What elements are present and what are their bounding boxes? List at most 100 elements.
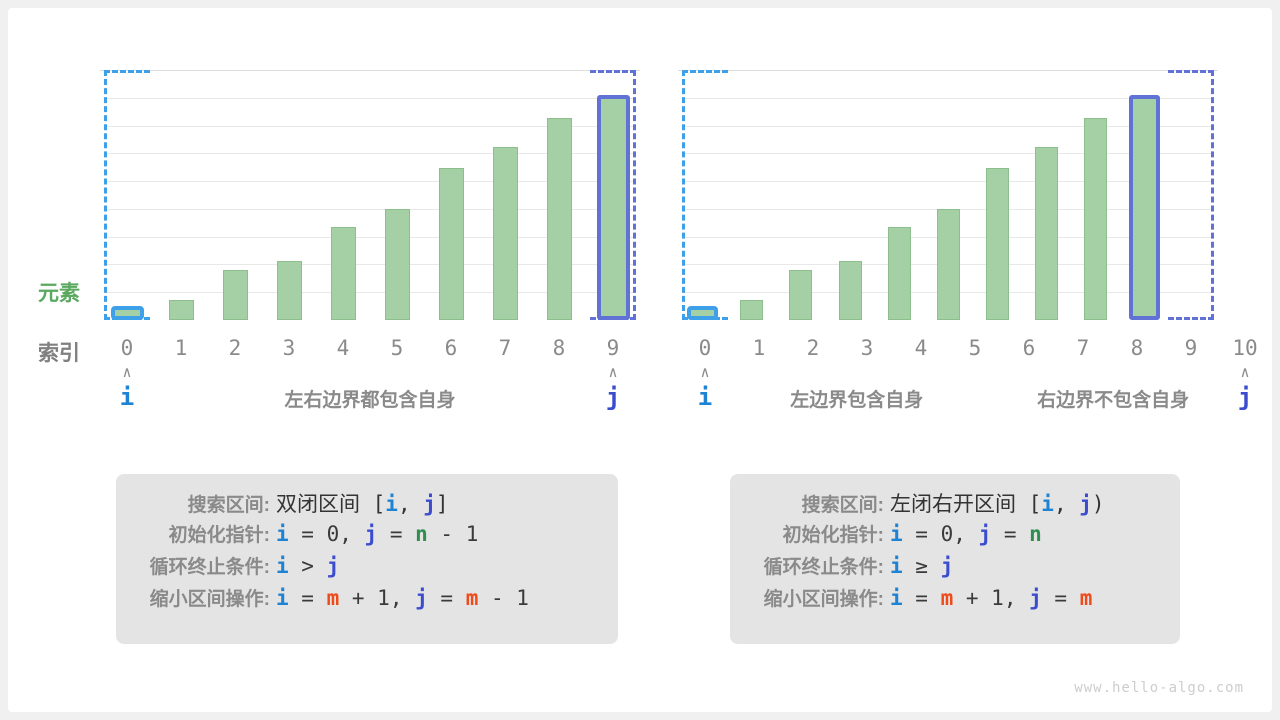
bar-pointer-j: [1129, 95, 1160, 320]
pointer-j-label: j: [605, 383, 621, 411]
bar: [839, 261, 862, 320]
index-label: 5: [968, 336, 982, 360]
info-value: i = m + 1, j = m - 1: [276, 586, 529, 610]
index-label: 7: [1076, 336, 1090, 360]
info-key: 缩小区间操作:: [763, 589, 884, 610]
code-token-i: i: [1041, 492, 1054, 516]
code-token-i: i: [890, 554, 903, 578]
index-row-left: 0 1 2 3 4 5 6 7 8 9: [100, 336, 640, 366]
info-key: 初始化指针:: [168, 525, 270, 546]
index-label: 1: [174, 336, 188, 360]
pointer-j-label: j: [1237, 383, 1253, 411]
code-token-i: i: [890, 586, 903, 610]
index-label: 3: [282, 336, 296, 360]
code-token-dark: ,: [397, 492, 424, 516]
code-token-i: i: [385, 492, 398, 516]
info-box-left-closed-right-open: 搜索区间: 左闭右开区间 [i, j) 初始化指针: i = 0, j = n 循环终止…: [730, 474, 1180, 644]
bracket-left-i: [104, 70, 150, 320]
code-token-n: n: [1029, 522, 1042, 546]
caption: 左边界包含自身: [790, 390, 924, 411]
index-label: 0: [120, 336, 134, 360]
bar: [547, 118, 572, 320]
info-line: 循环终止条件: i ≥ j: [752, 552, 1158, 584]
gridline: [682, 98, 1214, 99]
code-token-plain: - 1: [427, 522, 479, 546]
info-line: 初始化指针: i = 0, j = n - 1: [138, 520, 596, 552]
gridline: [104, 98, 636, 99]
code-token-plain: + 1,: [339, 586, 416, 610]
index-label: 3: [860, 336, 874, 360]
info-box-closed-interval: 搜索区间: 双闭区间 [i, j] 初始化指针: i = 0, j = n - 1 循环…: [116, 474, 618, 644]
bracket-right-j: [1168, 70, 1214, 320]
index-label: 10: [1232, 336, 1258, 360]
gridline: [682, 126, 1214, 127]
gridline: [682, 153, 1214, 154]
bar: [493, 147, 518, 320]
info-line: 缩小区间操作: i = m + 1, j = m: [752, 584, 1158, 616]
bars-group: [678, 70, 1218, 320]
gridline: [104, 153, 636, 154]
code-token-i: i: [276, 522, 289, 546]
code-token-j: j: [423, 492, 436, 516]
code-token-dark: ]: [435, 492, 449, 516]
bar: [331, 227, 356, 320]
bar: [385, 209, 410, 320]
index-label: 2: [228, 336, 242, 360]
index-label: 4: [336, 336, 350, 360]
code-token-j: j: [978, 522, 992, 546]
axis-top-line: [678, 70, 1218, 71]
caret-i-icon: ∧: [122, 363, 132, 381]
bar: [439, 168, 464, 320]
bars-group: [100, 70, 640, 320]
info-value: 左闭右开区间 [i, j): [890, 488, 1105, 518]
info-key: 初始化指针:: [782, 525, 884, 546]
caret-i-icon: ∧: [700, 363, 710, 381]
info-line: 缩小区间操作: i = m + 1, j = m - 1: [138, 584, 596, 616]
gridline: [104, 126, 636, 127]
index-label: 0: [698, 336, 712, 360]
bar-chart-closed-interval: [100, 70, 640, 320]
index-label: 6: [1022, 336, 1036, 360]
code-token-m: m: [1079, 586, 1093, 610]
info-value: i ≥ j: [890, 554, 953, 578]
code-token-plain: = 0,: [902, 522, 979, 546]
code-token-i: i: [276, 554, 289, 578]
info-key: 循环终止条件:: [149, 557, 270, 578]
index-label: 9: [606, 336, 620, 360]
code-token-plain: - 1: [478, 586, 529, 610]
index-label: 8: [552, 336, 566, 360]
code-token-j: j: [940, 554, 954, 578]
index-label: 4: [914, 336, 928, 360]
code-token-plain: =: [991, 522, 1030, 546]
pointer-i-label: i: [697, 383, 713, 411]
index-label: 1: [752, 336, 766, 360]
bracket-right-j: [590, 70, 636, 320]
info-value: i = m + 1, j = m: [890, 586, 1092, 610]
bar: [277, 261, 302, 320]
code-token-plain: =: [902, 586, 941, 610]
code-token-plain: =: [377, 522, 416, 546]
bar: [789, 270, 812, 320]
info-value: i > j: [276, 554, 339, 578]
caret-j-icon: ∧: [1240, 363, 1250, 381]
code-token-dark: ,: [1053, 492, 1080, 516]
code-token-i: i: [276, 586, 289, 610]
info-key: 缩小区间操作:: [149, 589, 270, 610]
bar: [888, 227, 911, 320]
code-token-plain: >: [288, 554, 327, 578]
info-value: i = 0, j = n - 1: [276, 522, 478, 546]
code-token-m: m: [940, 586, 954, 610]
gridline: [682, 181, 1214, 182]
info-key: 搜索区间:: [187, 495, 270, 516]
bracket-left-i: [682, 70, 728, 320]
code-token-j: j: [415, 586, 428, 610]
bar-chart-left-closed-right-open: [678, 70, 1218, 320]
code-token-m: m: [465, 586, 479, 610]
bar: [740, 300, 763, 320]
info-key: 循环终止条件:: [763, 557, 884, 578]
code-token-j: j: [326, 554, 340, 578]
gridline: [104, 181, 636, 182]
gridlines: [100, 70, 640, 320]
watermark: www.hello-algo.com: [1074, 680, 1244, 696]
